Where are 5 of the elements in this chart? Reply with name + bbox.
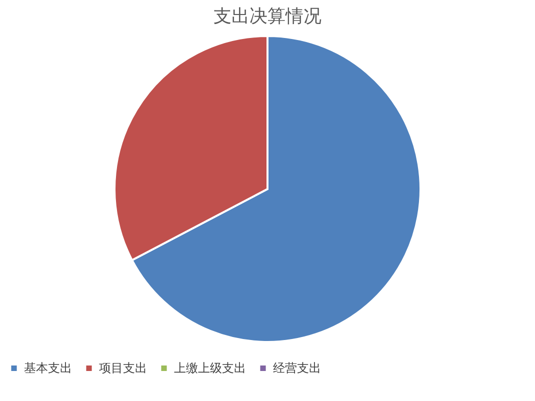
legend-label: 项目支出 bbox=[99, 361, 147, 376]
legend-label: 上缴上级支出 bbox=[174, 361, 246, 376]
legend-label: 经营支出 bbox=[273, 361, 321, 376]
legend-label: 基本支出 bbox=[24, 361, 72, 376]
chart-title: 支出决算情况 bbox=[214, 6, 322, 27]
